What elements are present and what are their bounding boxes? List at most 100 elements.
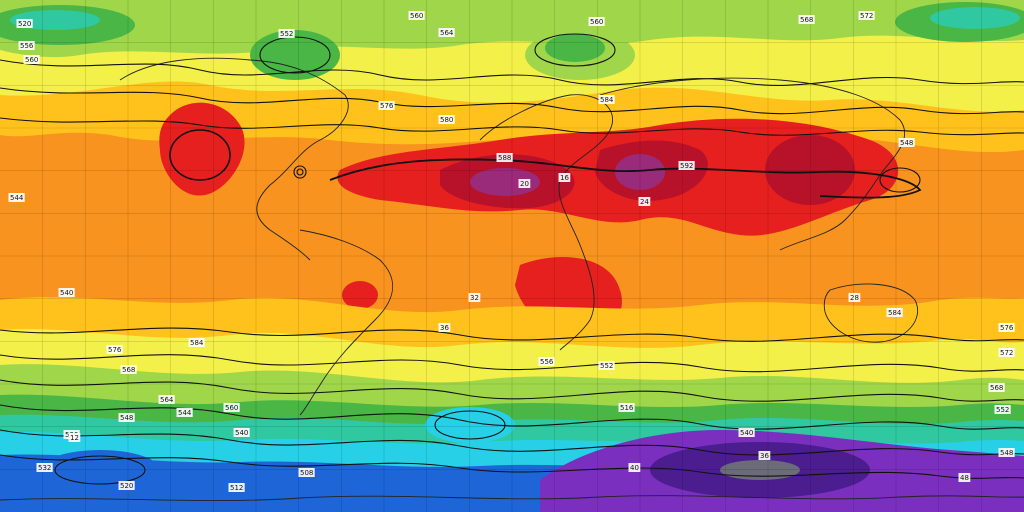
- contour-south-6: [0, 454, 1024, 479]
- field-ne-low-core: [930, 7, 1020, 29]
- contour-label-bg: [598, 95, 615, 104]
- contour-label: 548: [900, 139, 913, 147]
- contour-label: 540: [60, 289, 73, 297]
- contour-label-bg: [8, 193, 25, 202]
- contour-label: 552: [280, 30, 293, 38]
- coast-asia: [599, 77, 906, 251]
- contour-label-bg: [223, 403, 240, 412]
- contour-label-bg: [538, 357, 555, 366]
- contour-label: 532: [38, 464, 51, 472]
- coastlines: [0, 57, 1024, 502]
- contour-north-2: [0, 87, 1024, 115]
- contour-label: 580: [440, 116, 453, 124]
- contour-label: 572: [860, 12, 873, 20]
- contour-label: 560: [225, 404, 238, 412]
- contour-label-bg: [36, 463, 53, 472]
- contour-label-bg: [23, 55, 40, 64]
- contour-label-bg: [518, 179, 531, 188]
- contour-label: 552: [996, 406, 1009, 414]
- coast-antarctica: [0, 495, 1024, 502]
- contour-labels: 520 556 560 552 560 564 560 568 572 576 580 584 588 5…: [8, 11, 1015, 492]
- contour-label: 584: [190, 339, 204, 347]
- contour-label-bg: [438, 115, 455, 124]
- contour-label-bg: [68, 433, 81, 442]
- contour-label-bg: [848, 293, 861, 302]
- contour-label: 560: [410, 12, 423, 20]
- contour-south-3: [0, 379, 1024, 402]
- contour-label-bg: [408, 11, 425, 20]
- contour-label-bg: [188, 338, 205, 347]
- contour-label: 516: [620, 404, 634, 412]
- contour-label-bg: [58, 288, 75, 297]
- contour-south-1: [0, 327, 1024, 342]
- contour-label-bg: [278, 29, 295, 38]
- contour-label-bg: [898, 138, 915, 147]
- geopotential-contours: [0, 33, 1024, 485]
- contour-label: 540: [740, 429, 753, 437]
- contour-label: 568: [122, 366, 135, 374]
- contour-label: 552: [600, 362, 613, 370]
- field-heat-usa: [159, 102, 245, 196]
- contour-hurricane: [293, 165, 307, 179]
- contour-label-bg: [738, 428, 755, 437]
- contour-label: 560: [25, 56, 38, 64]
- field-heat-iran-core: [615, 154, 665, 190]
- contour-label: 576: [380, 102, 394, 110]
- contour-label-bg: [468, 293, 481, 302]
- contour-label: 564: [440, 29, 454, 37]
- contour-label: 584: [888, 309, 902, 317]
- contour-label-bg: [18, 41, 35, 50]
- field-antarctic-grey: [720, 460, 800, 480]
- contour-label-bg: [118, 413, 135, 422]
- contour-low-spac: [54, 455, 146, 485]
- contour-label: 568: [990, 384, 1003, 392]
- contour-label-bg: [998, 348, 1015, 357]
- contour-label-bg: [298, 468, 315, 477]
- contour-label: 48: [960, 474, 969, 482]
- contour-label: 24: [640, 198, 649, 206]
- contour-label: 568: [800, 16, 813, 24]
- contour-label: 556: [20, 42, 34, 50]
- contour-label: 520: [120, 482, 133, 490]
- contour-hurricane-inner: [296, 168, 304, 176]
- field-heat-sahara-core: [470, 168, 540, 196]
- contour-label: 576: [1000, 324, 1014, 332]
- contour-label-bg: [438, 28, 455, 37]
- contour-label: 544: [10, 194, 24, 202]
- field-low-scand-core: [545, 34, 605, 62]
- contour-label-bg: [106, 345, 123, 354]
- contour-label-bg: [558, 173, 571, 182]
- field-heat-s-america: [342, 281, 378, 309]
- contour-label-bg: [588, 17, 605, 26]
- contour-label: 556: [540, 358, 554, 366]
- contour-label-bg: [233, 428, 250, 437]
- contour-label: 592: [680, 162, 693, 170]
- contour-low-satl: [434, 410, 506, 440]
- contour-label-bg: [988, 383, 1005, 392]
- field-low-canada: [250, 30, 340, 80]
- contour-label: 572: [1000, 349, 1013, 357]
- contour-low-canada: [259, 36, 331, 74]
- field-s-atl-low: [425, 407, 515, 443]
- contour-label: 540: [235, 429, 248, 437]
- contour-south-2: [0, 354, 1024, 373]
- contour-label: 584: [600, 96, 614, 104]
- contour-label-bg: [638, 197, 651, 206]
- contour-north-1: [0, 59, 1024, 86]
- coast-north-america: [119, 57, 349, 261]
- contour-label-bg: [176, 408, 193, 417]
- contour-label-bg: [118, 481, 135, 490]
- contour-label: 40: [630, 464, 639, 472]
- field-heat-china: [765, 135, 855, 205]
- contour-label: 564: [160, 396, 174, 404]
- contour-label-bg: [994, 405, 1011, 414]
- contour-label: 16: [560, 174, 569, 182]
- contour-label: 32: [470, 294, 479, 302]
- contour-label: 36: [440, 324, 449, 332]
- contour-label: 548: [1000, 449, 1013, 457]
- contour-label: 588: [498, 154, 511, 162]
- contour-label-bg: [496, 153, 513, 162]
- contour-label: 508: [300, 469, 313, 477]
